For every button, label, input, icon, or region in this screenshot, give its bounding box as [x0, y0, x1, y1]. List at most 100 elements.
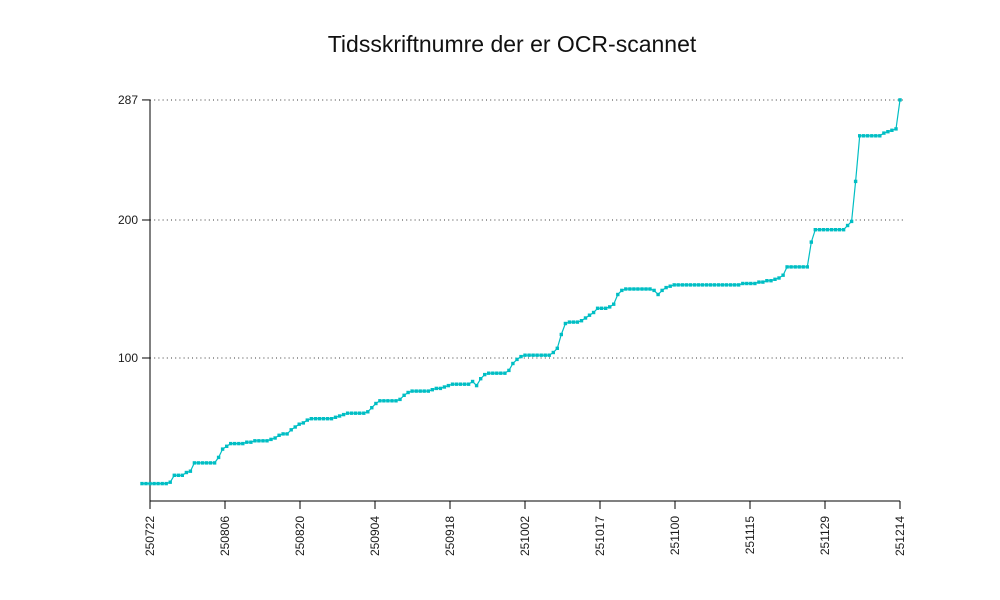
data-point — [773, 277, 777, 281]
data-point — [737, 283, 741, 287]
data-point — [144, 481, 148, 486]
data-point — [624, 287, 628, 291]
data-point — [579, 319, 584, 323]
x-tick-label: 250820 — [293, 516, 307, 556]
data-point — [555, 346, 559, 350]
data-line-group — [142, 99, 901, 485]
data-point — [281, 432, 285, 436]
data-point — [341, 412, 346, 417]
data-point — [599, 306, 604, 310]
data-point — [833, 228, 838, 232]
data-point — [511, 361, 515, 366]
data-point — [567, 320, 572, 324]
data-point — [398, 397, 402, 402]
data-point — [604, 306, 608, 310]
data-point — [785, 265, 789, 269]
data-point — [656, 292, 660, 297]
data-point — [192, 461, 197, 465]
data-point — [616, 292, 620, 297]
data-point — [729, 283, 733, 287]
gridlines — [150, 99, 904, 359]
data-point — [801, 265, 805, 269]
x-tick-label: 250722 — [143, 516, 157, 556]
data-point — [587, 313, 592, 317]
x-tick-label: 251017 — [593, 516, 607, 556]
data-point — [374, 401, 378, 406]
data-point — [660, 288, 664, 293]
data-point — [777, 276, 781, 280]
data-point — [479, 377, 483, 381]
data-point — [753, 281, 757, 286]
data-point — [499, 371, 503, 375]
data-point — [241, 441, 245, 446]
data-point — [454, 382, 459, 386]
data-point — [140, 481, 144, 486]
data-point — [249, 440, 253, 444]
x-tick-label: 250806 — [218, 516, 232, 556]
data-point — [652, 288, 656, 293]
data-point — [507, 368, 511, 373]
data-point — [551, 350, 555, 355]
data-point — [390, 399, 394, 403]
data-point — [563, 321, 568, 326]
data-point — [761, 280, 765, 284]
data-point — [208, 461, 213, 465]
data-point — [821, 228, 826, 232]
data-point — [817, 228, 822, 232]
data-point — [168, 480, 172, 484]
y-tick-label: 100 — [118, 351, 138, 365]
data-point — [741, 281, 745, 286]
data-point — [245, 440, 249, 444]
data-point — [664, 285, 668, 290]
data-point — [797, 265, 801, 269]
data-point — [866, 134, 870, 138]
data-point — [418, 389, 422, 393]
data-point — [382, 399, 386, 403]
data-point — [184, 470, 189, 475]
data-point — [450, 382, 455, 386]
data-point — [438, 386, 443, 391]
data-point — [462, 382, 467, 386]
data-point — [894, 127, 898, 131]
y-tick-label: 287 — [118, 93, 138, 107]
data-point — [781, 273, 785, 277]
data-point — [229, 441, 233, 446]
data-point — [164, 481, 168, 486]
data-point — [172, 473, 176, 477]
data-point — [733, 283, 737, 287]
axis-ticks — [142, 99, 901, 509]
data-point — [523, 353, 527, 357]
data-point — [422, 389, 426, 393]
data-point — [648, 287, 652, 291]
data-point — [684, 283, 688, 287]
data-point — [200, 461, 205, 465]
data-point — [539, 353, 543, 357]
data-point — [543, 353, 547, 357]
data-point — [769, 279, 773, 283]
data-point — [470, 379, 475, 384]
data-point — [345, 411, 350, 415]
data-point — [204, 461, 209, 465]
data-point — [354, 411, 358, 415]
data-point — [591, 310, 596, 315]
data-point — [277, 433, 281, 437]
chart-title: Tidsskriftnumre der er OCR-scannet — [328, 31, 697, 57]
data-point — [474, 383, 479, 388]
data-line — [142, 99, 901, 485]
x-tick-label: 251115 — [743, 516, 757, 555]
data-point — [716, 283, 721, 287]
data-point — [527, 353, 531, 357]
data-point — [358, 411, 362, 415]
data-point — [628, 287, 632, 291]
data-point — [571, 320, 576, 324]
data-point — [898, 98, 902, 102]
data-point — [793, 265, 797, 269]
data-point — [402, 393, 406, 397]
data-point — [466, 382, 471, 386]
data-point — [724, 283, 729, 287]
data-point — [688, 283, 692, 287]
data-point — [757, 280, 761, 284]
data-point — [148, 481, 152, 486]
data-point — [156, 481, 160, 486]
